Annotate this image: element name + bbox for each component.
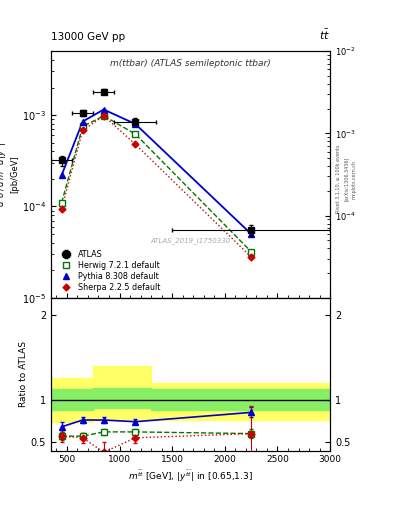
Text: $t\bar{t}$: $t\bar{t}$: [319, 28, 330, 42]
Legend: ATLAS, Herwig 7.2.1 default, Pythia 8.308 default, Sherpa 2.2.5 default: ATLAS, Herwig 7.2.1 default, Pythia 8.30…: [55, 248, 162, 294]
Sherpa 2.2.5 default: [59, 205, 64, 211]
Text: mcplots.cern.ch: mcplots.cern.ch: [352, 160, 357, 199]
Pythia 8.308 default: [59, 172, 64, 178]
Text: m(ttbar) (ATLAS semileptonic ttbar): m(ttbar) (ATLAS semileptonic ttbar): [110, 58, 271, 68]
Text: ATLAS_2019_I1750330: ATLAS_2019_I1750330: [151, 237, 231, 244]
Sherpa 2.2.5 default: [133, 141, 138, 147]
Sherpa 2.2.5 default: [80, 127, 85, 134]
Sherpa 2.2.5 default: [101, 113, 106, 119]
Sherpa 2.2.5 default: [249, 254, 253, 260]
X-axis label: $m^{\bar{t}\bar{t}}$ [GeV], $|y^{\bar{t}\bar{t}}|$ in [0.65,1.3]: $m^{\bar{t}\bar{t}}$ [GeV], $|y^{\bar{t}…: [128, 468, 253, 484]
Line: Herwig 7.2.1 default: Herwig 7.2.1 default: [59, 113, 254, 255]
Pythia 8.308 default: [249, 231, 253, 237]
Herwig 7.2.1 default: [249, 249, 253, 255]
Herwig 7.2.1 default: [59, 200, 64, 206]
Pythia 8.308 default: [80, 118, 85, 124]
Y-axis label: Ratio to ATLAS: Ratio to ATLAS: [19, 341, 28, 407]
Herwig 7.2.1 default: [80, 123, 85, 130]
Text: 13000 GeV pp: 13000 GeV pp: [51, 32, 125, 42]
Herwig 7.2.1 default: [101, 113, 106, 119]
Line: Pythia 8.308 default: Pythia 8.308 default: [58, 106, 255, 238]
Y-axis label: $d^2\sigma\,/\,d\,m^{\bar{t}\bar{t}}\,d\,|y^{\bar{t}\bar{t}}|$
[pb/GeV]: $d^2\sigma\,/\,d\,m^{\bar{t}\bar{t}}\,d\…: [0, 142, 19, 207]
Pythia 8.308 default: [133, 121, 138, 127]
Pythia 8.308 default: [101, 106, 106, 113]
Text: [arXiv:1306.3436]: [arXiv:1306.3436]: [344, 157, 349, 201]
Herwig 7.2.1 default: [133, 131, 138, 137]
Line: Sherpa 2.2.5 default: Sherpa 2.2.5 default: [59, 114, 253, 260]
Text: Rivet 3.1.10, ≥ 100k events: Rivet 3.1.10, ≥ 100k events: [336, 145, 341, 214]
